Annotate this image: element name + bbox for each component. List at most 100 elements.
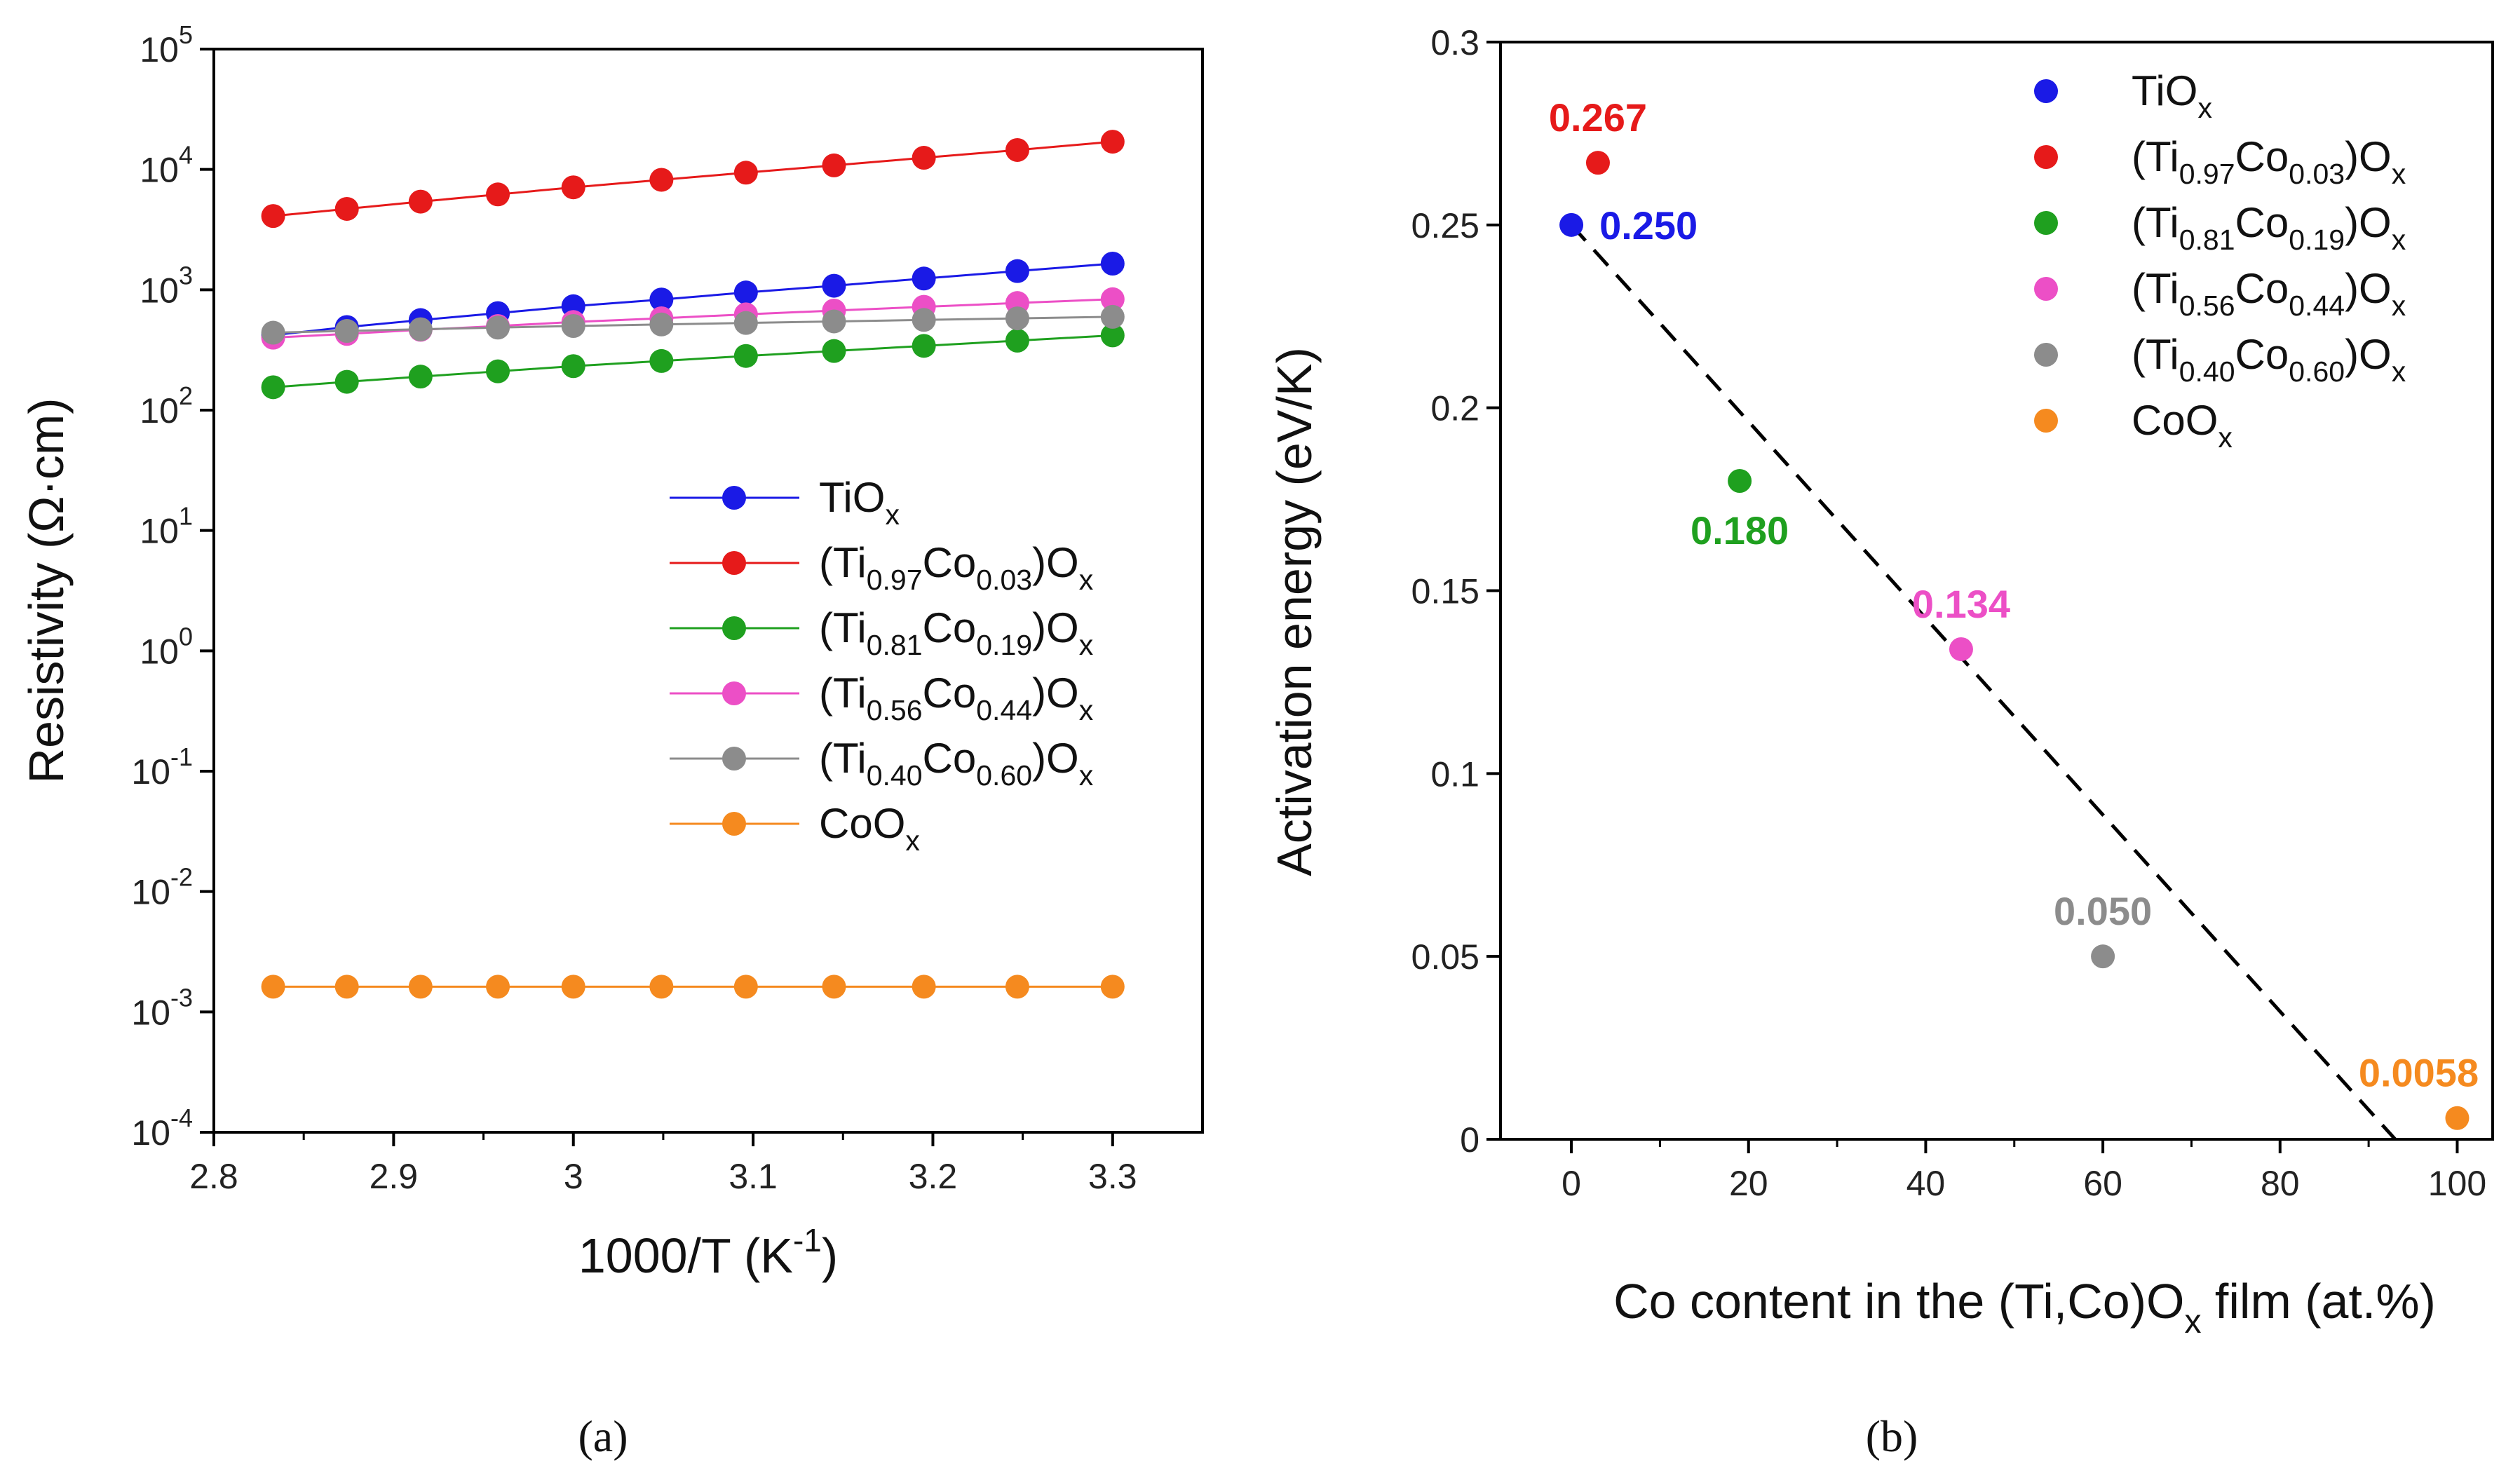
data-point-coo (733, 975, 758, 999)
legend-marker-ti56 (2034, 277, 2058, 301)
legend-label-ti97-part: 0.97 (2179, 158, 2235, 190)
x-tick-label: 80 (2261, 1164, 2300, 1203)
data-point-ti97 (1585, 151, 1610, 175)
legend-marker-ti81 (722, 616, 746, 640)
legend-label-ti56-part: (Ti (819, 670, 867, 717)
y-tick-label: 103 (140, 261, 193, 310)
data-point-coo (649, 975, 674, 999)
series-line-ti40 (273, 315, 1113, 334)
legend-label-ti97-part: x (1079, 564, 1094, 596)
y-tick-label: 10-2 (131, 863, 193, 912)
data-point-coo (1100, 975, 1125, 999)
data-point-tio (649, 287, 674, 312)
y-tick-exponent: -3 (170, 983, 193, 1012)
data-point-ti81 (486, 359, 510, 383)
legend-label-coo-part: CoO (2132, 397, 2218, 444)
data-label-ti40: 0.050 (2054, 889, 2152, 933)
legend-label-ti81-part: 0.81 (2179, 224, 2235, 256)
legend-marker-coo (2034, 409, 2058, 433)
data-point-ti40 (334, 319, 359, 344)
legend-label-ti56-part: x (2392, 290, 2406, 322)
legend-b: TiOx(Ti0.97Co0.03)Ox(Ti0.81Co0.19)Ox(Ti0… (2034, 67, 2406, 454)
data-point-tio (733, 280, 758, 305)
legend-label-tio: TiOx (2132, 67, 2212, 124)
legend-label-tio-part: TiO (2132, 67, 2197, 114)
x-axis-label-part: Co content in the (Ti,Co)O (1613, 1274, 2184, 1329)
data-point-ti56 (1100, 287, 1125, 311)
y-tick-exponent: -2 (170, 863, 193, 892)
data-point-tio (822, 273, 846, 298)
x-axis-label-part: x (2184, 1303, 2201, 1340)
legend-marker-ti56 (722, 681, 746, 705)
data-point-ti97 (486, 182, 510, 207)
x-tick-label: 2.8 (189, 1157, 238, 1196)
data-point-coo (408, 975, 433, 999)
y-tick-label: 0.25 (1411, 206, 1479, 245)
y-tick-label: 0.1 (1430, 754, 1479, 794)
data-point-coo (1005, 975, 1029, 999)
legend-label-ti97-part: 0.03 (976, 564, 1032, 596)
data-point-ti97 (733, 161, 758, 185)
y-tick-exponent: 5 (179, 20, 193, 49)
panel-b-activation-energy-chart: 0 20 40 60 80 100 0 0.05 0.1 0.15 0.2 0.25 0.3 Co con… (1267, 23, 2494, 1461)
data-point-ti40 (261, 320, 285, 345)
data-point-ti97 (334, 196, 359, 221)
data-label-ti56: 0.134 (1912, 582, 2010, 626)
caption-b: (b) (1866, 1411, 1918, 1461)
data-point-ti97 (261, 204, 285, 229)
panel-a-resistivity-chart: 2.8 2.9 3 3.1 3.2 3.310-410-310-210-110010110… (19, 20, 1204, 1461)
y-tick-base: 10 (131, 752, 170, 792)
y-tick-exponent: 4 (179, 141, 193, 170)
y-tick-label: 10-3 (131, 983, 193, 1032)
data-label-ti81: 0.180 (1691, 508, 1789, 552)
data-point-coo (912, 975, 936, 999)
legend-label-coo-part: CoO (819, 800, 905, 847)
data-point-ti97 (1100, 130, 1125, 154)
legend-marker-coo (722, 812, 746, 836)
data-point-ti81 (912, 334, 936, 358)
legend-label-ti56-part: 0.56 (2179, 290, 2235, 322)
data-point-ti97 (561, 175, 585, 200)
y-tick-label: 105 (140, 20, 193, 69)
data-point-ti40 (822, 309, 846, 334)
data-label-tio: 0.250 (1599, 203, 1698, 247)
data-point-ti56 (1949, 637, 1973, 661)
x-axis-label-end: ) (822, 1228, 838, 1283)
x-tick-label: 0 (1562, 1164, 1581, 1203)
x-tick-label: 40 (1906, 1164, 1946, 1203)
y-tick-base: 10 (140, 512, 179, 551)
x-axis-label-part: film (at.%) (2201, 1274, 2435, 1329)
y-tick-base: 10 (131, 993, 170, 1032)
legend-label-ti97: (Ti0.97Co0.03)Ox (819, 539, 1094, 596)
data-point-ti97 (822, 153, 846, 177)
legend-marker-ti81 (2034, 211, 2058, 235)
y-tick-base: 10 (140, 30, 179, 69)
data-point-coo (334, 975, 359, 999)
legend-label-ti56-part: Co (923, 670, 977, 717)
legend-label-ti81: (Ti0.81Co0.19)Ox (819, 604, 1094, 661)
data-point-ti40 (912, 308, 936, 332)
data-point-coo (561, 975, 585, 999)
series-ti97 (261, 130, 1125, 229)
x-axis-label-main: 1000/T (K (578, 1228, 793, 1283)
x-tick-label: 3.1 (729, 1157, 778, 1196)
y-axis-label: Resistivity (Ω·cm) (19, 398, 74, 783)
fit-line-dashed (1570, 224, 2397, 1141)
legend-label-coo-part: x (905, 824, 920, 857)
legend-label-ti56-part: (Ti (2132, 265, 2179, 312)
data-point-ti81 (334, 369, 359, 394)
legend-label-ti97-part: (Ti (819, 539, 867, 586)
legend-label-ti97-part: 0.03 (2289, 158, 2345, 190)
legend-label-coo: CoOx (2132, 397, 2233, 454)
y-tick-exponent: -1 (170, 742, 193, 771)
y-tick-base: 10 (140, 151, 179, 190)
y-tick-label: 10-1 (131, 742, 193, 792)
legend-label-ti81-part: 0.19 (2289, 224, 2345, 256)
x-axis-label-sup: -1 (793, 1222, 822, 1258)
legend-label-ti40-part: Co (923, 735, 977, 782)
data-point-ti97 (1005, 137, 1029, 162)
data-point-tio (1005, 259, 1029, 283)
legend-label-tio: TiOx (819, 474, 900, 531)
data-point-coo (486, 975, 510, 999)
